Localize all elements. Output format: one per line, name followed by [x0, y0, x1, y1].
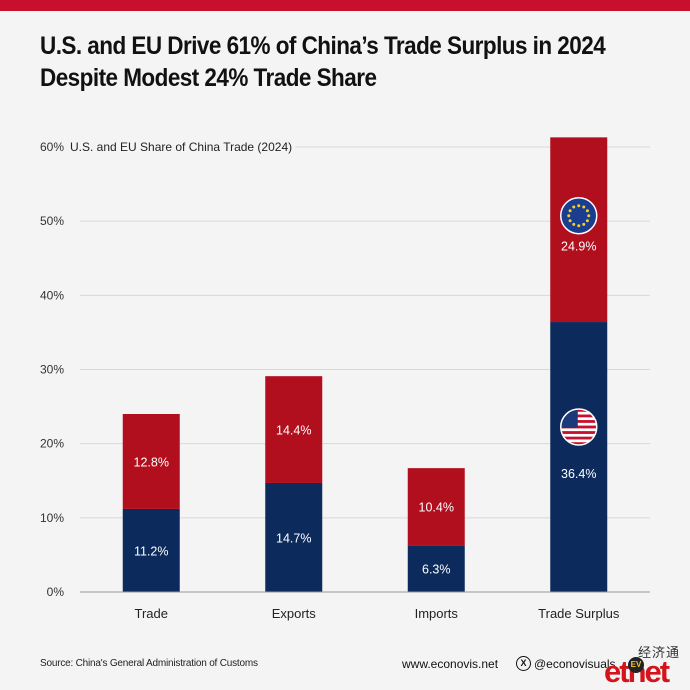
y-tick-label: 20% — [40, 437, 64, 451]
title-line-2: Despite Modest 24% Trade Share — [40, 64, 377, 92]
bar-us — [407, 545, 465, 592]
y-tick-label: 0% — [47, 585, 65, 599]
us-flag-icon — [560, 408, 598, 446]
x-tick-label: Trade — [135, 606, 168, 621]
social-handle-text: @econovisuals — [534, 656, 616, 671]
data-label-eu: 24.9% — [561, 240, 596, 254]
y-tick-label: 60% — [40, 140, 64, 154]
bar-eu — [122, 414, 180, 509]
x-tick-label: Exports — [272, 606, 317, 621]
x-logo-icon: X — [516, 656, 531, 671]
bar-eu — [407, 468, 465, 546]
title-line-1: U.S. and EU Drive 61% of China’s Trade S… — [40, 32, 606, 60]
data-label-eu: 14.4% — [276, 424, 311, 438]
bar-eu — [265, 376, 323, 483]
bar-us — [550, 322, 608, 592]
eu-flag-icon — [560, 196, 598, 235]
chart-title: U.S. and EU Drive 61% of China’s Trade S… — [40, 30, 606, 94]
data-label-us: 36.4% — [561, 467, 596, 481]
source-note: Source: China's General Administration o… — [40, 658, 258, 669]
x-tick-label: Imports — [415, 606, 459, 621]
data-label-us: 11.2% — [134, 544, 169, 558]
top-accent-bar — [0, 0, 690, 11]
data-label-us: 6.3% — [422, 563, 451, 577]
chart-subtitle: U.S. and EU Share of China Trade (2024) — [70, 140, 292, 154]
data-label-eu: 10.4% — [419, 501, 454, 515]
stacked-bar-chart: 0% 10% 20% 30% 40% 50% 60% U.S. and EU Share of… — [40, 137, 650, 621]
etnet-logo: 经济通 etnet EV — [600, 640, 690, 690]
data-label-us: 14.7% — [276, 531, 311, 545]
data-label-eu: 12.8% — [134, 455, 169, 469]
social-handle[interactable]: X @econovisuals — [516, 656, 616, 671]
y-tick-label: 50% — [40, 214, 64, 228]
y-tick-label: 30% — [40, 363, 64, 377]
y-tick-label: 40% — [40, 288, 64, 302]
website-link[interactable]: www.econovis.net — [402, 657, 499, 671]
logo-chinese-text: 经济通 — [638, 645, 681, 660]
chart-subtitle-background — [67, 139, 296, 155]
bar-us — [122, 508, 180, 592]
y-tick-label: 10% — [40, 511, 64, 525]
ev-badge-icon: EV — [628, 657, 644, 673]
x-tick-label: Trade Surplus — [538, 606, 620, 621]
bar-us — [265, 482, 323, 592]
